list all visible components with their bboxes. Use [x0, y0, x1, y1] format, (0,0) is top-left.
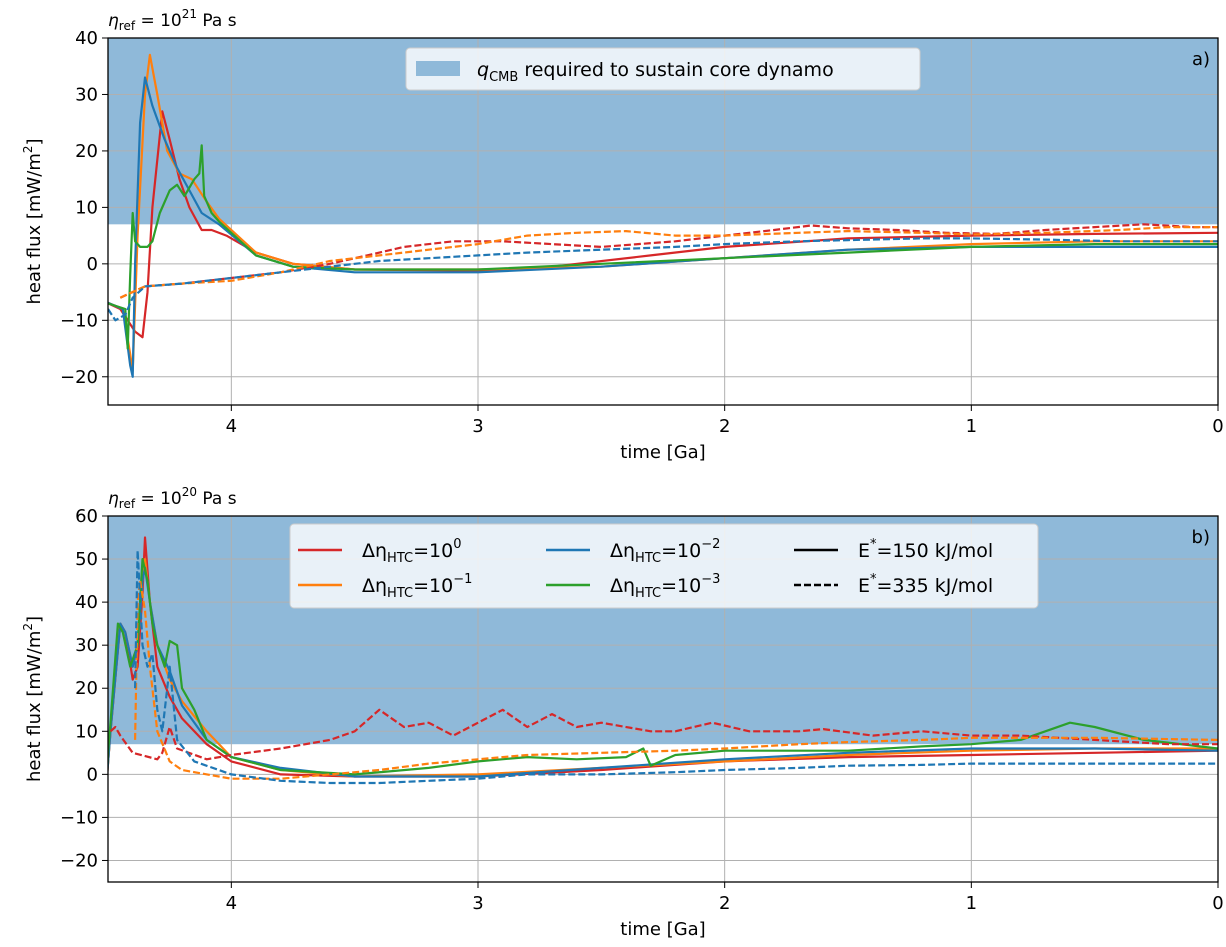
x-tick-label: 2 — [719, 416, 730, 437]
y-axis-label: heat flux [mW/m2] — [21, 138, 45, 304]
y-tick-label: 20 — [75, 141, 98, 162]
y-tick-label: 40 — [75, 592, 98, 613]
x-tick-label: 0 — [1212, 893, 1223, 914]
y-tick-label: 0 — [87, 764, 98, 785]
y-tick-label: 10 — [75, 721, 98, 742]
legend-label: E*=335 kJ/mol — [858, 572, 993, 597]
y-tick-label: 20 — [75, 678, 98, 699]
series-line — [119, 226, 1218, 299]
y-tick-label: 30 — [75, 635, 98, 656]
series-line — [108, 110, 1218, 339]
y-axis-label: heat flux [mW/m2] — [21, 616, 45, 782]
legend-label: ΔηHTC=100 — [362, 537, 461, 566]
panel-label: b) — [1192, 527, 1210, 548]
y-tick-label: 50 — [75, 549, 98, 570]
series-line — [108, 237, 1218, 322]
x-tick-label: 1 — [966, 416, 977, 437]
x-tick-label: 3 — [472, 416, 483, 437]
plot-frame — [107, 515, 1219, 883]
series-line — [134, 549, 1218, 785]
x-tick-label: 1 — [966, 893, 977, 914]
legend-label: ΔηHTC=10−1 — [362, 572, 472, 601]
legend-label: ΔηHTC=10−2 — [610, 537, 720, 566]
x-tick-label: 4 — [226, 893, 237, 914]
series-group — [108, 536, 1218, 785]
series-group — [108, 53, 1218, 378]
y-tick-label: 60 — [75, 506, 98, 527]
legend-frame — [405, 47, 921, 91]
y-tick-label: 10 — [75, 197, 98, 218]
panel-label: a) — [1192, 49, 1210, 70]
legend-frame — [289, 523, 1039, 609]
legend: ΔηHTC=100 ΔηHTC=10−1 ΔηHTC=10−2 ΔηHTC=10−3 E… — [289, 523, 1039, 609]
series-line — [108, 558, 1218, 778]
x-axis-label: time [Ga] — [620, 919, 705, 940]
x-tick-label: 3 — [472, 893, 483, 914]
y-tick-label: 0 — [87, 254, 98, 275]
y-tick-label: 40 — [75, 28, 98, 49]
series-line — [109, 708, 1218, 761]
y-tick-label: −10 — [60, 310, 98, 331]
series-line — [108, 566, 1218, 778]
y-tick-label: 30 — [75, 84, 98, 105]
panel-title: ηref = 1021 Pa s — [108, 7, 237, 33]
legend-label: ΔηHTC=10−3 — [610, 572, 720, 601]
x-tick-label: 4 — [226, 416, 237, 437]
legend-label: qCMB required to sustain core dynamo — [477, 59, 834, 85]
y-tick-label: −10 — [60, 807, 98, 828]
legend: qCMB required to sustain core dynamo — [405, 47, 921, 91]
x-tick-label: 2 — [719, 893, 730, 914]
series-line — [108, 144, 1218, 350]
legend-label: E*=150 kJ/mol — [858, 537, 993, 562]
panel-title: ηref = 1020 Pa s — [108, 485, 237, 511]
y-tick-label: −20 — [60, 367, 98, 388]
series-line — [134, 579, 1218, 780]
plot-frame — [107, 37, 1219, 406]
x-axis-label: time [Ga] — [620, 442, 705, 463]
y-tick-label: −20 — [60, 850, 98, 871]
x-tick-label: 0 — [1212, 416, 1223, 437]
legend-swatch — [416, 61, 460, 76]
